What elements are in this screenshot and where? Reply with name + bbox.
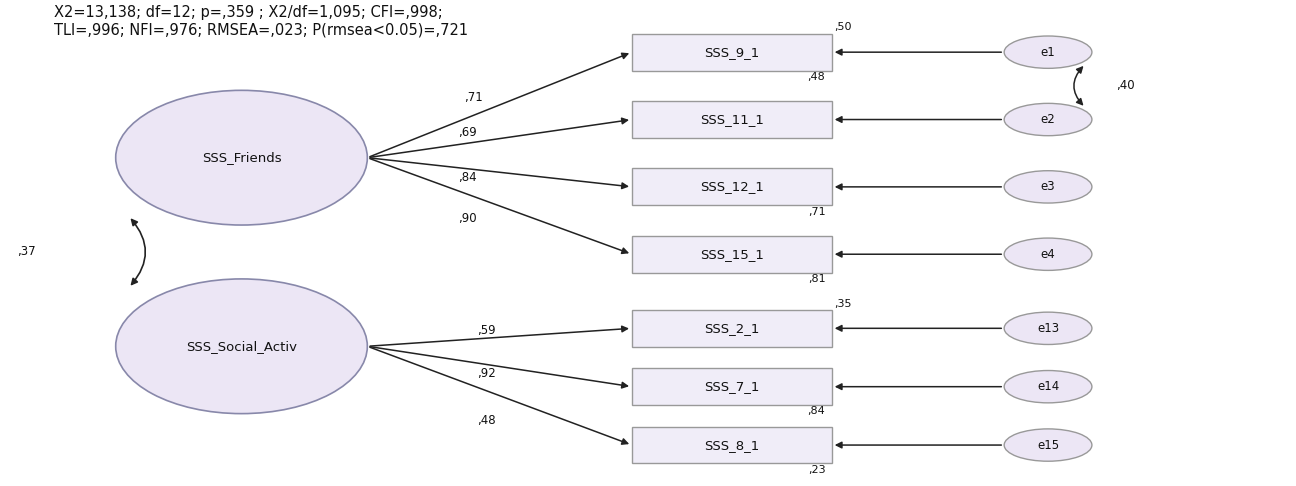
Text: ,40: ,40 xyxy=(1116,79,1135,92)
Text: e1: e1 xyxy=(1041,46,1055,59)
Text: ,84: ,84 xyxy=(457,172,477,184)
Ellipse shape xyxy=(1004,238,1093,270)
Text: SSS_7_1: SSS_7_1 xyxy=(704,380,759,393)
Text: ,71: ,71 xyxy=(464,90,483,104)
Text: TLI=,996; NFI=,976; RMSEA=,023; P(rmsea<0.05)=,721: TLI=,996; NFI=,976; RMSEA=,023; P(rmsea<… xyxy=(54,23,469,38)
Ellipse shape xyxy=(1004,312,1093,345)
Text: SSS_15_1: SSS_15_1 xyxy=(700,248,763,260)
Text: ,59: ,59 xyxy=(477,324,496,337)
FancyBboxPatch shape xyxy=(632,169,832,205)
Text: SSS_Social_Activ: SSS_Social_Activ xyxy=(187,340,297,353)
Text: ,92: ,92 xyxy=(477,367,496,380)
Text: e14: e14 xyxy=(1037,380,1059,393)
Text: SSS_12_1: SSS_12_1 xyxy=(700,180,763,193)
Text: ,37: ,37 xyxy=(17,245,35,259)
Text: SSS_8_1: SSS_8_1 xyxy=(704,438,759,451)
Text: ,48: ,48 xyxy=(807,72,826,82)
Ellipse shape xyxy=(115,90,367,225)
FancyBboxPatch shape xyxy=(632,34,832,70)
Text: ,81: ,81 xyxy=(807,274,826,284)
FancyBboxPatch shape xyxy=(632,101,832,138)
Text: e15: e15 xyxy=(1037,438,1059,451)
Text: X2=13,138; df=12; p=,359 ; X2/df=1,095; CFI=,998;: X2=13,138; df=12; p=,359 ; X2/df=1,095; … xyxy=(54,5,443,20)
FancyBboxPatch shape xyxy=(632,427,832,464)
Text: ,84: ,84 xyxy=(807,406,826,417)
Text: e4: e4 xyxy=(1041,248,1055,260)
Text: ,23: ,23 xyxy=(807,465,826,475)
FancyBboxPatch shape xyxy=(632,236,832,273)
Text: ,48: ,48 xyxy=(477,414,496,427)
Ellipse shape xyxy=(1004,171,1093,203)
Text: e3: e3 xyxy=(1041,180,1055,193)
Text: SSS_Friends: SSS_Friends xyxy=(202,151,281,164)
Text: e13: e13 xyxy=(1037,322,1059,335)
FancyBboxPatch shape xyxy=(632,310,832,347)
Text: ,35: ,35 xyxy=(835,298,851,309)
FancyBboxPatch shape xyxy=(632,368,832,405)
Text: SSS_9_1: SSS_9_1 xyxy=(704,46,759,59)
Text: ,71: ,71 xyxy=(807,207,826,217)
Ellipse shape xyxy=(1004,104,1093,136)
Text: ,69: ,69 xyxy=(457,126,477,139)
Ellipse shape xyxy=(1004,36,1093,69)
Ellipse shape xyxy=(1004,370,1093,403)
Text: SSS_11_1: SSS_11_1 xyxy=(700,113,763,126)
Text: SSS_2_1: SSS_2_1 xyxy=(704,322,759,335)
Ellipse shape xyxy=(115,279,367,414)
Text: ,90: ,90 xyxy=(457,212,477,225)
Ellipse shape xyxy=(1004,429,1093,461)
Text: ,50: ,50 xyxy=(835,22,851,33)
Text: e2: e2 xyxy=(1041,113,1055,126)
